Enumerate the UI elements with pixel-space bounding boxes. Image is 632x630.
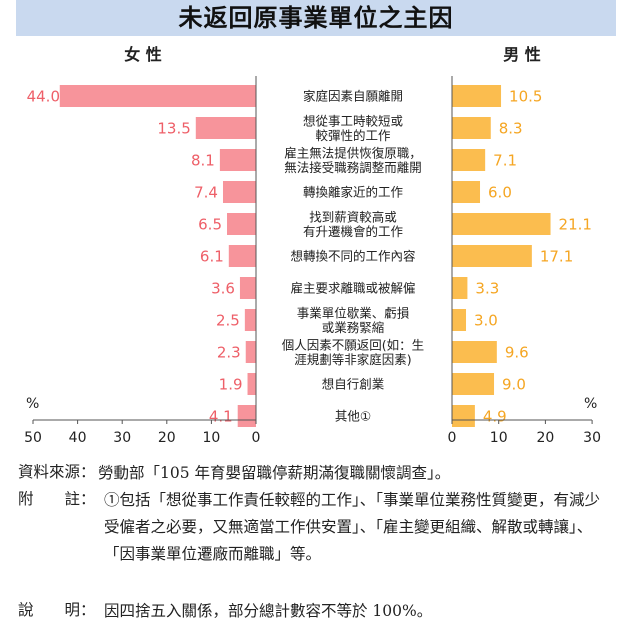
male-data-label: 3.3 bbox=[475, 280, 499, 298]
category-label: 想自行創業 bbox=[322, 377, 385, 392]
category-label: 想轉換不同的工作內容 bbox=[290, 249, 415, 264]
female-tick-label: 30 bbox=[113, 430, 131, 446]
female-bar bbox=[195, 117, 256, 139]
male-axis-unit: % bbox=[584, 396, 597, 412]
male-data-label: 10.5 bbox=[509, 88, 542, 106]
category-label: 無法接受職務調整而離開 bbox=[284, 160, 422, 175]
female-data-label: 7.4 bbox=[194, 184, 218, 202]
category-label: 有升遷機會的工作 bbox=[303, 224, 404, 239]
male-tick-label: 10 bbox=[490, 430, 508, 446]
category-label: 想從事工時較短或 bbox=[303, 113, 404, 128]
male-bar bbox=[452, 405, 475, 427]
footnote-text: ①包括「想從事工作責任較輕的工作」、「事業單位業務性質變更，有減少受僱者之必要，… bbox=[104, 491, 601, 563]
male-bar bbox=[452, 181, 481, 203]
male-tick-label: 20 bbox=[536, 430, 554, 446]
category-label: 或業務緊縮 bbox=[322, 320, 385, 335]
category-label: 雇主無法提供恢復原職， bbox=[284, 145, 422, 160]
male-data-label: 3.0 bbox=[474, 312, 498, 330]
female-data-label: 8.1 bbox=[191, 152, 215, 170]
female-bar bbox=[228, 245, 256, 267]
male-data-label: 21.1 bbox=[559, 216, 592, 234]
title-bar: 未返回原事業單位之主因 bbox=[16, 0, 616, 36]
female-data-label: 3.6 bbox=[211, 280, 235, 298]
female-axis-unit: % bbox=[26, 396, 39, 412]
chart-title: 未返回原事業單位之主因 bbox=[178, 4, 454, 32]
male-tick-label: 0 bbox=[448, 430, 457, 446]
male-bar bbox=[452, 341, 497, 363]
male-data-label: 8.3 bbox=[499, 120, 523, 138]
male-data-label: 17.1 bbox=[540, 248, 573, 266]
male-bar bbox=[452, 245, 532, 267]
female-bar bbox=[227, 213, 256, 235]
female-data-label: 6.5 bbox=[198, 216, 222, 234]
category-label: 雇主要求離職或被解僱 bbox=[290, 281, 415, 296]
female-bar bbox=[237, 405, 256, 427]
male-bar bbox=[452, 277, 468, 299]
female-bar bbox=[244, 309, 256, 331]
male-data-label: 7.1 bbox=[493, 152, 517, 170]
female-data-label: 2.5 bbox=[216, 312, 240, 330]
male-bar bbox=[452, 309, 467, 331]
female-bar bbox=[59, 85, 257, 107]
male-bar bbox=[452, 213, 551, 235]
male-data-label: 6.0 bbox=[488, 184, 512, 202]
female-bar bbox=[245, 341, 256, 363]
category-label: 家庭因素自願離開 bbox=[303, 89, 403, 104]
female-data-label: 4.1 bbox=[209, 408, 233, 426]
female-tick-label: 50 bbox=[24, 430, 42, 446]
category-label: 轉換離家近的工作 bbox=[303, 185, 404, 200]
female-tick-label: 10 bbox=[202, 430, 220, 446]
source-label: 資料來源： bbox=[18, 463, 96, 481]
female-series-label: 女 性 bbox=[124, 45, 162, 64]
female-bar bbox=[239, 277, 256, 299]
explanation-text: 因四捨五入關係，部分總計數容不等於 100%。 bbox=[104, 602, 433, 620]
male-tick-label: 30 bbox=[583, 430, 601, 446]
female-data-label: 6.1 bbox=[200, 248, 224, 266]
female-bar bbox=[222, 181, 256, 203]
category-label: 找到薪資較高或 bbox=[309, 209, 397, 224]
female-data-label: 1.9 bbox=[219, 376, 243, 394]
source-text: 勞動部「105 年育嬰留職停薪期滿復職關懷調查」。 bbox=[98, 464, 451, 482]
male-data-label: 4.9 bbox=[483, 408, 507, 426]
butterfly-chart: 女 性 男 性 44.0 10.5 家庭因素自願離開 13.5 8.3 想從事工時較短或較彈性… bbox=[24, 45, 601, 446]
male-bar bbox=[452, 373, 495, 395]
male-bar bbox=[452, 85, 502, 107]
male-series-label: 男 性 bbox=[503, 45, 541, 64]
explanation-label: 說 明： bbox=[18, 601, 96, 619]
female-bar bbox=[219, 149, 256, 171]
category-label: 其他① bbox=[335, 409, 371, 424]
male-bar bbox=[452, 149, 486, 171]
category-label: 較彈性的工作 bbox=[315, 128, 391, 143]
male-data-label: 9.0 bbox=[502, 376, 526, 394]
category-label: 個人因素不願返回(如：生 bbox=[282, 337, 424, 352]
male-bar bbox=[452, 117, 491, 139]
female-data-label: 13.5 bbox=[157, 120, 190, 138]
category-label: 涯規劃等非家庭因素) bbox=[294, 352, 411, 367]
female-data-label: 2.3 bbox=[217, 344, 241, 362]
female-bar bbox=[247, 373, 256, 395]
male-data-label: 9.6 bbox=[505, 344, 529, 362]
female-tick-label: 0 bbox=[252, 430, 261, 446]
category-label: 事業單位歇業、虧損 bbox=[297, 305, 410, 320]
female-data-label: 44.0 bbox=[27, 88, 60, 106]
female-tick-label: 20 bbox=[158, 430, 176, 446]
footnote-label: 附 註： bbox=[18, 490, 96, 508]
female-tick-label: 40 bbox=[69, 430, 87, 446]
